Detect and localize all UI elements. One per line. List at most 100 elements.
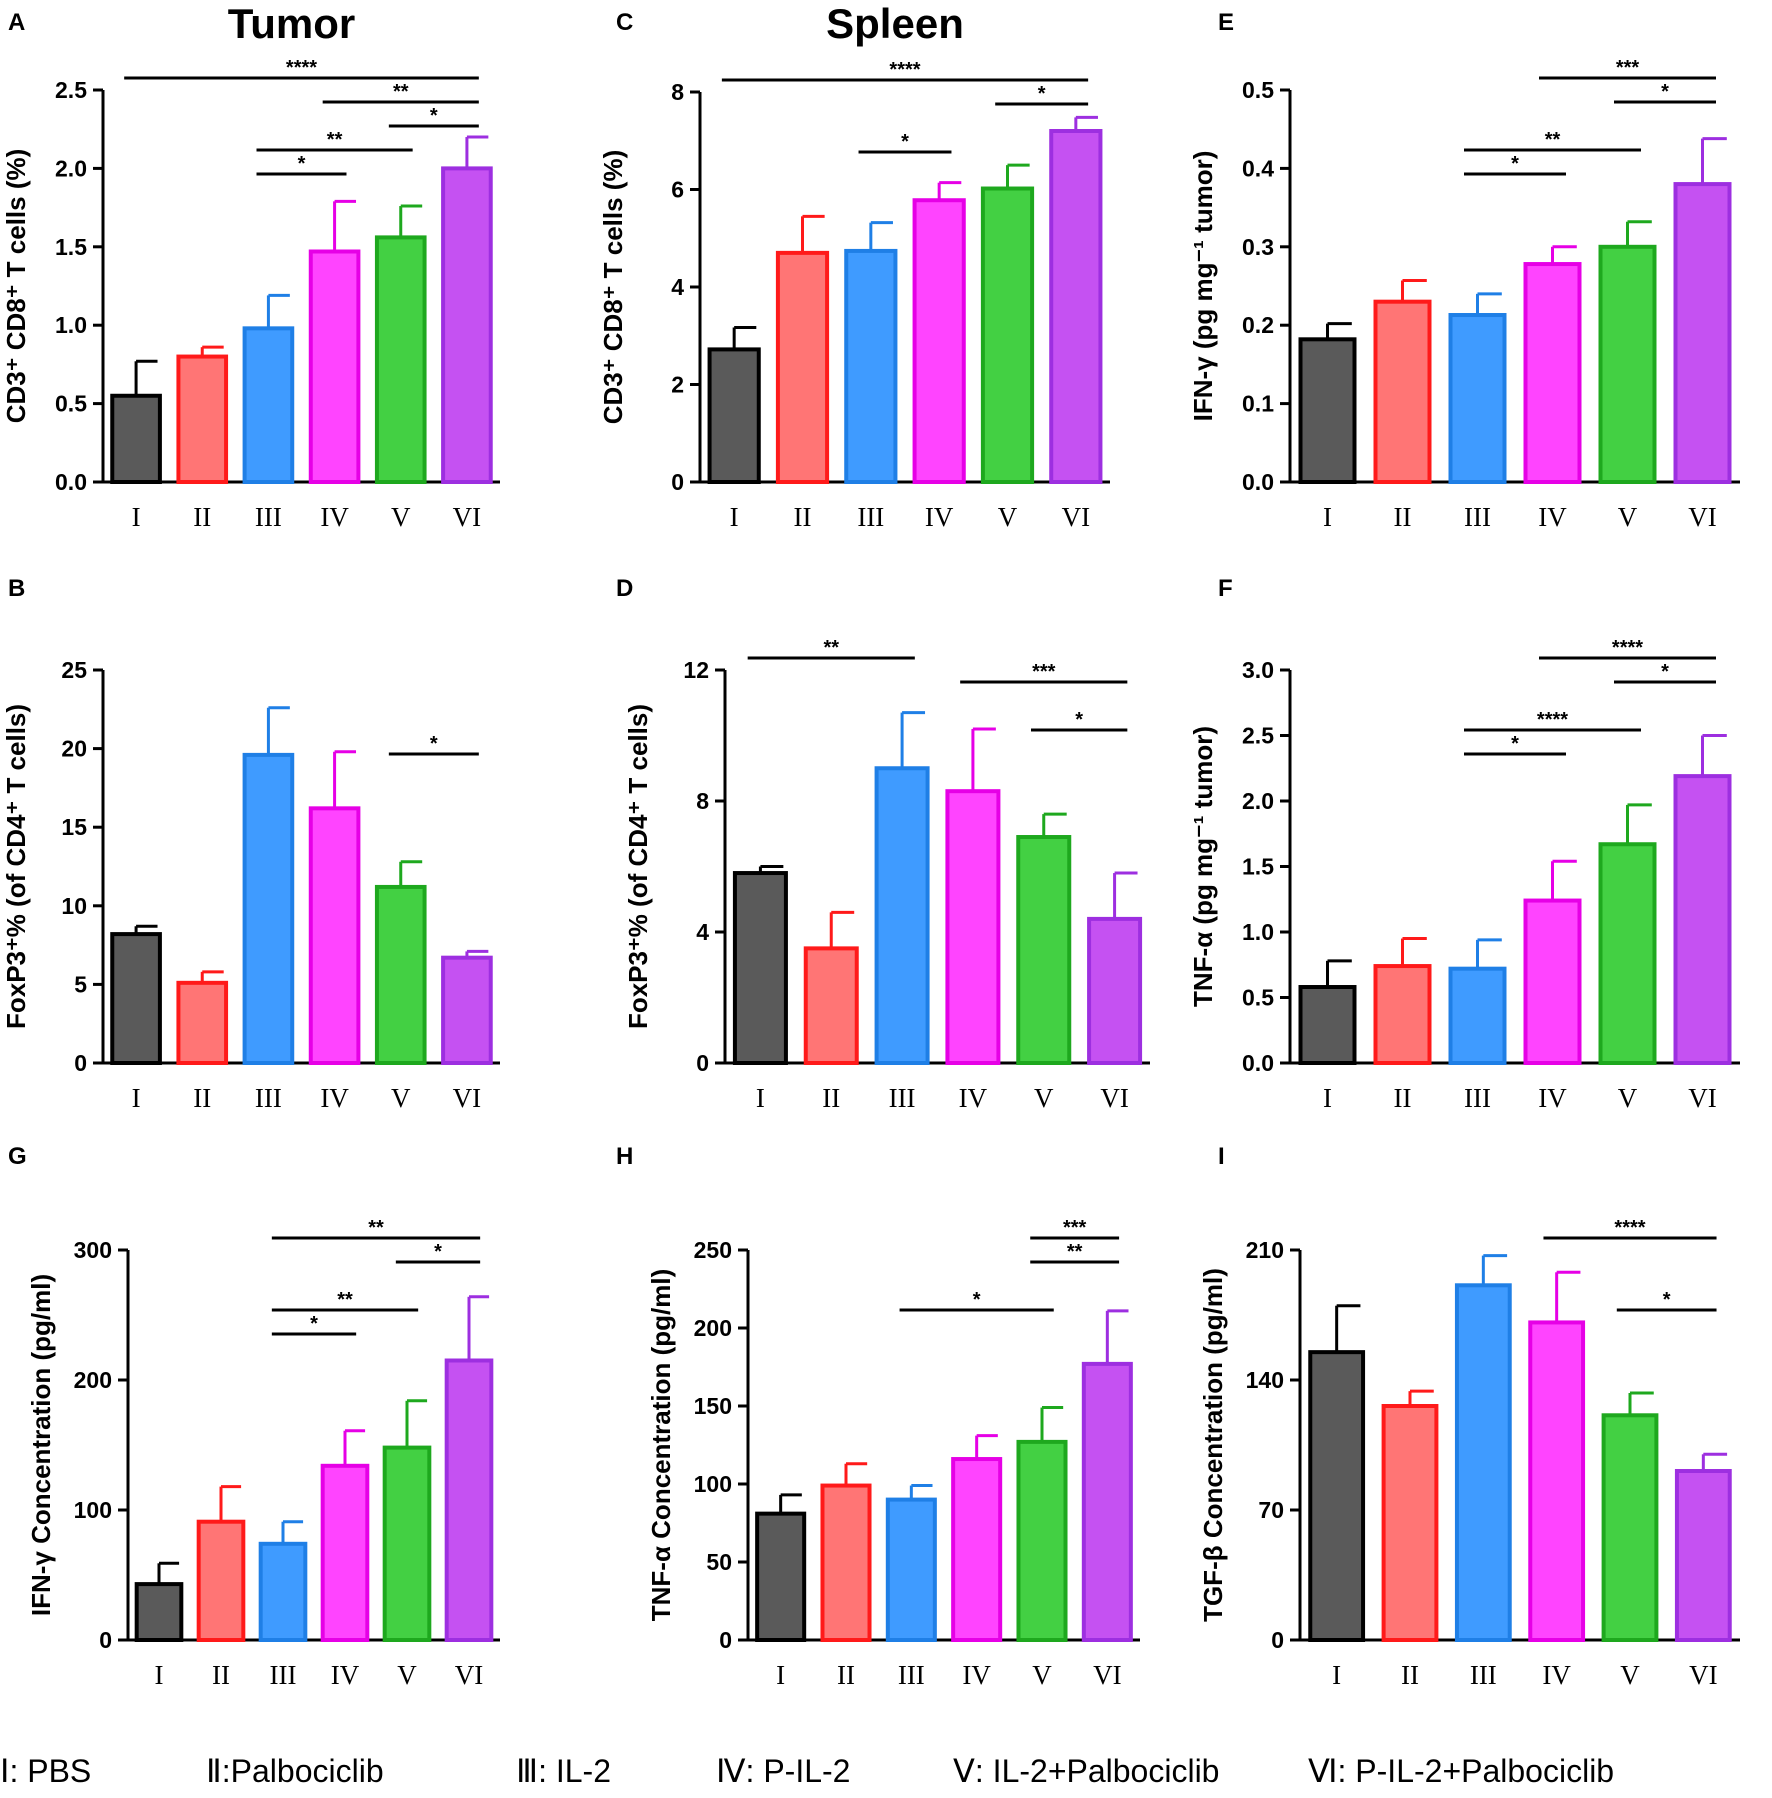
tumor-title: Tumor xyxy=(228,0,356,47)
bar-d-ii xyxy=(803,946,859,1065)
bar-e-i xyxy=(1298,337,1357,485)
x-tick-label-e-i: I xyxy=(1323,502,1332,532)
y-tick-label-b: 10 xyxy=(61,893,87,919)
legend-item-6: Ⅵ: P-IL-2+Palbociclib xyxy=(1308,1753,1615,1789)
bar-e-iv xyxy=(1523,262,1582,484)
bar-c-v xyxy=(980,186,1035,484)
bar-a-iii xyxy=(242,326,295,484)
bar-b-ii xyxy=(176,980,229,1065)
y-tick-label-a: 0.0 xyxy=(55,469,87,495)
y-tick-label-g: 300 xyxy=(74,1237,112,1263)
figure: A Tumor 0.0 0.5 1.0 1.5 2.0 2.5 CD3⁺ CD8⁺ T cell… xyxy=(1,0,1740,1690)
bar-a-ii xyxy=(176,354,229,484)
bar-a-v xyxy=(374,235,427,484)
x-tick-label-g-iii: III xyxy=(270,1660,297,1690)
x-tick-label-c-i: I xyxy=(730,502,739,532)
x-tick-label-e-ii: II xyxy=(1394,502,1412,532)
y-tick-label-f: 3.0 xyxy=(1242,657,1274,683)
significance-label-e-1: * xyxy=(1661,81,1669,103)
x-tick-label-a-iv: IV xyxy=(320,502,349,532)
y-tick-label-c: 6 xyxy=(671,177,684,203)
bar-d-vi xyxy=(1087,916,1143,1066)
panel-label-b: B xyxy=(8,575,25,602)
bar-c-vi xyxy=(1049,129,1103,484)
panel-label-a: A xyxy=(8,9,25,36)
x-tick-label-i-iii: III xyxy=(1470,1660,1497,1690)
y-tick-label-f: 2.0 xyxy=(1242,788,1274,814)
significance-label-i-0: **** xyxy=(1614,1217,1645,1239)
x-tick-label-d-iii: III xyxy=(889,1083,916,1113)
y-tick-label-b: 25 xyxy=(61,657,87,683)
bar-h-i xyxy=(755,1511,807,1643)
bar-a-iv xyxy=(308,249,361,484)
bar-b-v xyxy=(374,884,427,1065)
bar-b-i xyxy=(110,932,162,1066)
significance-label-a-1: ** xyxy=(393,81,409,103)
x-tick-label-c-ii: II xyxy=(794,502,812,532)
x-tick-label-e-v: V xyxy=(1618,502,1638,532)
y-tick-label-h: 200 xyxy=(694,1315,732,1341)
y-tick-label-i: 210 xyxy=(1246,1237,1284,1263)
x-tick-label-f-iv: IV xyxy=(1538,1083,1567,1113)
x-tick-label-b-iii: III xyxy=(255,1083,282,1113)
bar-g-iv xyxy=(320,1463,370,1643)
x-tick-label-c-vi: VI xyxy=(1062,502,1091,532)
significance-label-d-0: ** xyxy=(823,637,839,659)
bar-c-iii xyxy=(844,248,898,484)
bar-f-vi xyxy=(1673,774,1732,1065)
bar-d-v xyxy=(1016,835,1072,1066)
x-tick-label-d-vi: VI xyxy=(1100,1083,1129,1113)
significance-label-f-1: * xyxy=(1661,661,1669,683)
x-tick-label-f-vi: VI xyxy=(1688,1083,1717,1113)
x-tick-label-a-iii: III xyxy=(255,502,282,532)
significance-label-h-1: ** xyxy=(1067,1241,1083,1263)
x-tick-label-i-iv: IV xyxy=(1542,1660,1571,1690)
bar-f-v xyxy=(1598,842,1657,1065)
y-tick-label-e: 0.2 xyxy=(1242,312,1274,338)
y-tick-label-c: 8 xyxy=(671,79,684,105)
significance-label-e-0: *** xyxy=(1616,57,1640,79)
y-tick-label-d: 4 xyxy=(696,919,709,945)
bar-a-i xyxy=(110,393,162,485)
panel-label-i: I xyxy=(1218,1143,1225,1170)
significance-label-b-0: * xyxy=(430,733,438,755)
chart-f: F 0.0 0.5 1.0 1.5 2.0 2.5 3.0 TNF-α (pg mg⁻¹ tum… xyxy=(1188,575,1740,1113)
chart-a: A Tumor 0.0 0.5 1.0 1.5 2.0 2.5 CD3⁺ CD8⁺ T cell… xyxy=(1,0,500,532)
y-tick-label-e: 0.5 xyxy=(1242,77,1274,103)
y-tick-label-h: 50 xyxy=(706,1549,732,1575)
y-axis-label-a: CD3⁺ CD8⁺ T cells (%) xyxy=(1,149,31,424)
x-tick-label-d-v: V xyxy=(1034,1083,1054,1113)
legend-item-5: Ⅴ: IL-2+Palbociclib xyxy=(953,1753,1220,1789)
bar-f-iii xyxy=(1448,966,1507,1065)
y-tick-label-c: 0 xyxy=(671,469,684,495)
x-tick-label-g-i: I xyxy=(155,1660,164,1690)
y-tick-label-d: 8 xyxy=(696,788,709,814)
x-tick-label-g-vi: VI xyxy=(455,1660,484,1690)
y-tick-label-e: 0.4 xyxy=(1242,155,1274,181)
legend-item-2: Ⅱ:Palbociclib xyxy=(206,1753,384,1789)
significance-label-d-2: * xyxy=(1075,709,1083,731)
x-tick-label-h-i: I xyxy=(776,1660,785,1690)
y-tick-label-f: 0.5 xyxy=(1242,985,1274,1011)
y-axis-label-d: FoxP3⁺% (of CD4⁺ T cells) xyxy=(623,704,653,1029)
panel-label-h: H xyxy=(616,1143,633,1170)
y-tick-label-a: 2.5 xyxy=(55,77,87,103)
spleen-title: Spleen xyxy=(826,0,964,47)
y-tick-label-e: 0.0 xyxy=(1242,469,1274,495)
significance-label-f-0: **** xyxy=(1612,637,1643,659)
x-tick-label-b-ii: II xyxy=(193,1083,211,1113)
bar-b-iii xyxy=(242,752,295,1065)
significance-label-f-2: **** xyxy=(1537,709,1568,731)
bar-g-iii xyxy=(258,1541,308,1643)
x-tick-label-d-iv: IV xyxy=(959,1083,988,1113)
y-tick-label-f: 1.5 xyxy=(1242,854,1274,880)
y-axis-label-c: CD3⁺ CD8⁺ T cells (%) xyxy=(598,150,628,425)
y-tick-label-b: 0 xyxy=(74,1050,87,1076)
bar-e-v xyxy=(1598,244,1657,484)
bar-e-ii xyxy=(1373,299,1432,484)
group-legend: Ⅰ: PBS Ⅱ:Palbociclib Ⅲ: IL-2 Ⅳ: P-IL-2 Ⅴ… xyxy=(0,1752,1772,1798)
significance-label-i-1: * xyxy=(1663,1289,1671,1311)
y-tick-label-a: 1.0 xyxy=(55,312,87,338)
